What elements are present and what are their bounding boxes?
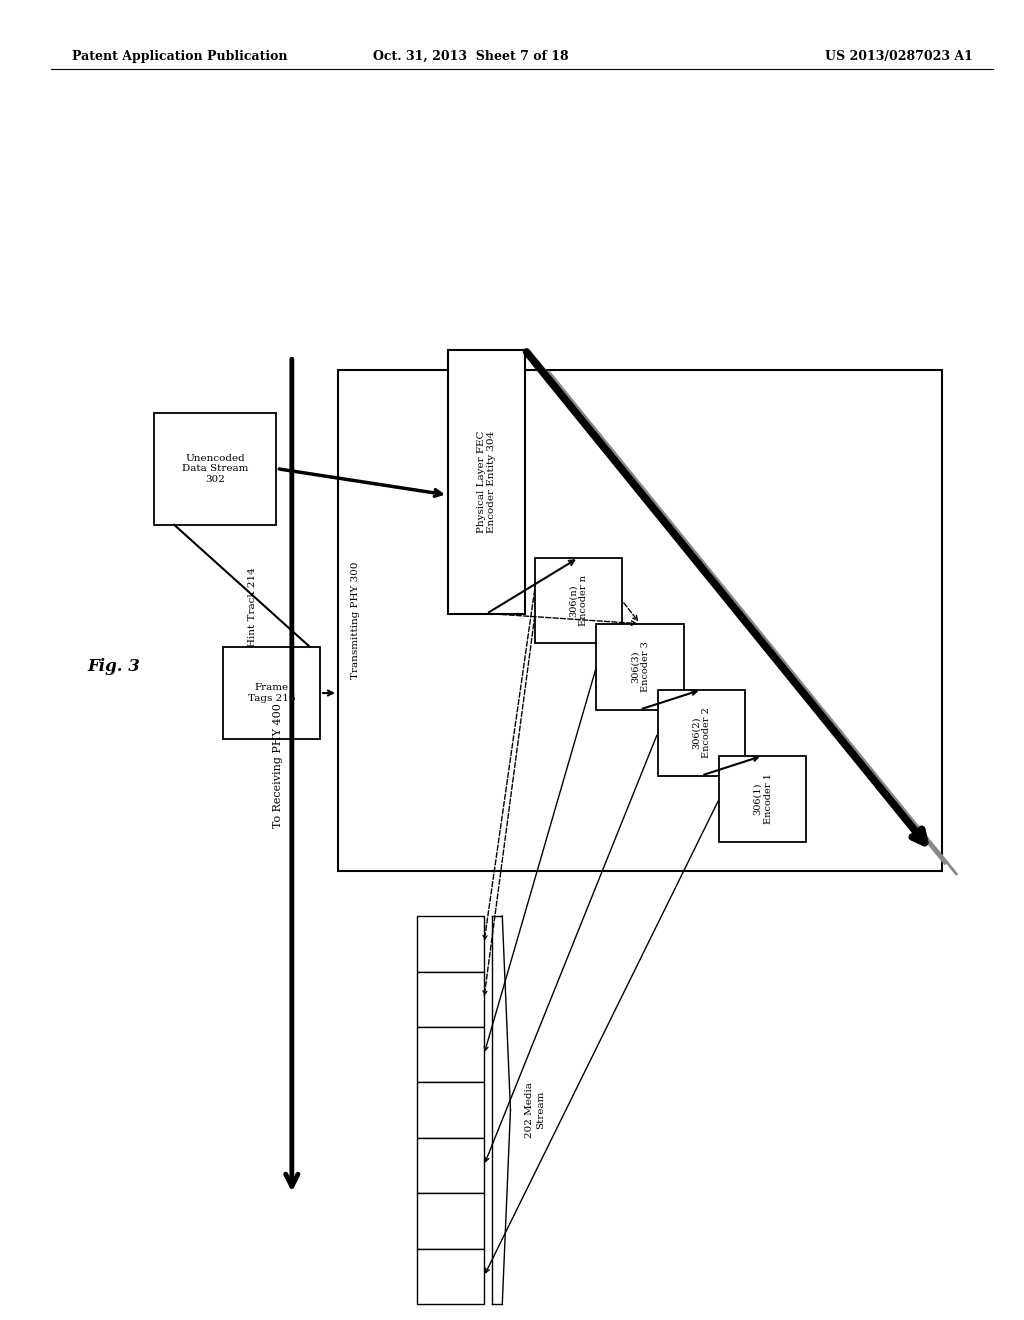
FancyBboxPatch shape xyxy=(418,972,483,1027)
FancyBboxPatch shape xyxy=(223,647,319,739)
FancyBboxPatch shape xyxy=(418,916,483,972)
FancyBboxPatch shape xyxy=(338,370,942,871)
FancyBboxPatch shape xyxy=(596,623,684,710)
Text: Physical Layer FEC
Encoder Entity 304: Physical Layer FEC Encoder Entity 304 xyxy=(477,430,496,533)
FancyBboxPatch shape xyxy=(418,1193,483,1249)
Text: Oct. 31, 2013  Sheet 7 of 18: Oct. 31, 2013 Sheet 7 of 18 xyxy=(373,50,569,63)
Text: 306(3)
Encoder 3: 306(3) Encoder 3 xyxy=(631,642,649,692)
FancyBboxPatch shape xyxy=(154,412,276,524)
FancyBboxPatch shape xyxy=(418,1249,483,1304)
FancyBboxPatch shape xyxy=(418,1027,483,1082)
Text: To Receiving PHY 400: To Receiving PHY 400 xyxy=(272,704,283,828)
FancyBboxPatch shape xyxy=(719,755,807,842)
Text: Transmitting PHY 300: Transmitting PHY 300 xyxy=(351,561,360,680)
Text: Frame
Tags 216: Frame Tags 216 xyxy=(248,684,295,702)
Text: US 2013/0287023 A1: US 2013/0287023 A1 xyxy=(825,50,973,63)
FancyBboxPatch shape xyxy=(658,689,745,776)
Text: Fig. 3: Fig. 3 xyxy=(87,659,140,675)
Text: Unencoded
Data Stream
302: Unencoded Data Stream 302 xyxy=(182,454,248,483)
FancyBboxPatch shape xyxy=(418,1138,483,1193)
Text: 306(2)
Encoder 2: 306(2) Encoder 2 xyxy=(692,708,711,758)
Text: 202 Media
Stream: 202 Media Stream xyxy=(525,1082,545,1138)
Text: 306(n)
Encoder n: 306(n) Encoder n xyxy=(569,576,588,626)
Text: 306(1)
Encoder 1: 306(1) Encoder 1 xyxy=(754,774,772,824)
Text: Hint Track 214: Hint Track 214 xyxy=(249,568,257,647)
FancyBboxPatch shape xyxy=(418,1082,483,1138)
FancyBboxPatch shape xyxy=(449,350,524,614)
FancyBboxPatch shape xyxy=(535,557,622,643)
Text: Patent Application Publication: Patent Application Publication xyxy=(72,50,287,63)
